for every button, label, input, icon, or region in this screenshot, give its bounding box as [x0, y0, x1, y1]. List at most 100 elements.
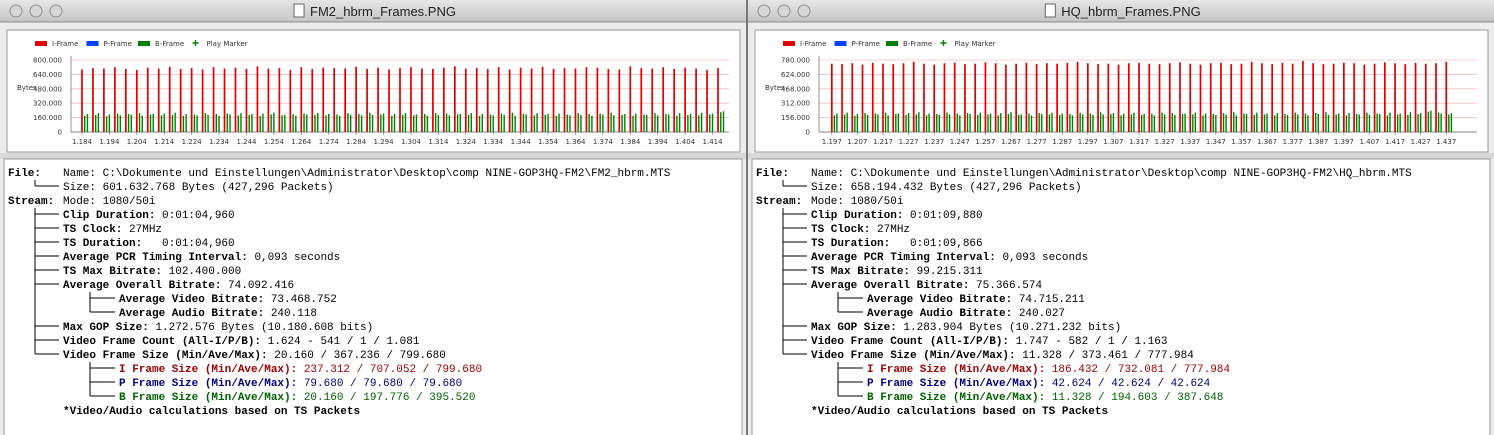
bar [555, 115, 557, 132]
info-row: Average Video Bitrate: 73.468.752 [119, 294, 337, 306]
bar [1099, 112, 1102, 132]
bar [127, 114, 130, 132]
window-button[interactable] [9, 4, 23, 18]
x-tick-label: 1.384 [620, 138, 641, 146]
bar [994, 63, 997, 132]
bar [303, 113, 305, 132]
bar [1151, 113, 1153, 132]
bar [97, 113, 100, 132]
window-button[interactable] [797, 4, 811, 18]
bar [1079, 112, 1081, 132]
bar [448, 115, 451, 132]
bar [1383, 62, 1386, 132]
x-tick-label: 1.367 [1257, 138, 1277, 146]
bar [1256, 112, 1258, 132]
bar [1286, 114, 1289, 132]
bar [103, 68, 105, 132]
bar [464, 68, 467, 132]
info-label: I Frame Size (Min/Ave/Max): [119, 364, 297, 376]
bar [92, 68, 94, 132]
bar [698, 115, 700, 132]
bar [124, 69, 127, 132]
info-value: 0:01:09,866 [897, 238, 983, 250]
bar [445, 113, 448, 132]
bar [1243, 113, 1245, 132]
bar [861, 64, 864, 132]
bar [1424, 63, 1427, 132]
info-value: C:\Dokumente und Einstellungen\Administr… [103, 168, 671, 180]
x-tick-label: 1.214 [154, 138, 175, 146]
info-row: Average PCR Timing Interval: 0,093 second… [811, 252, 1088, 264]
window-button[interactable] [757, 4, 771, 18]
bar [1051, 112, 1053, 132]
bar [566, 114, 568, 132]
info-row: I Frame Size (Min/Ave/Max): 237.312 / 707… [119, 364, 482, 376]
bar [141, 115, 143, 132]
info-row: Clip Duration: 0:01:09,880 [811, 210, 983, 222]
bar [1007, 114, 1010, 132]
info-row: *Video/Audio calculations based on TS Pa… [811, 406, 1108, 418]
bar [459, 114, 462, 132]
info-label: Average Overall Bitrate: [811, 280, 969, 292]
x-tick-label: 1.327 [1155, 138, 1175, 146]
info-label: I Frame Size (Min/Ave/Max): [867, 364, 1045, 376]
window-button[interactable] [29, 4, 43, 18]
x-tick-label: 1.404 [675, 138, 696, 146]
bar [1304, 113, 1307, 132]
bar [108, 114, 111, 132]
bar [1092, 114, 1094, 132]
info-value: 102.400.000 [169, 266, 242, 278]
bar [116, 113, 119, 132]
bar [966, 113, 969, 132]
info-value: 20.160 / 367.236 / 799.680 [274, 350, 446, 362]
bar [662, 67, 665, 132]
bar [1122, 113, 1125, 132]
bar [317, 113, 319, 132]
bar [856, 114, 859, 132]
info-label: TS Clock: [63, 224, 122, 236]
info-label: Name: [63, 168, 96, 180]
bar [1263, 114, 1266, 132]
x-tick-label: 1.277 [1027, 138, 1047, 146]
bar [1061, 113, 1063, 132]
legend-swatch [886, 41, 898, 46]
info-label: *Video/Audio calculations based on TS Pa… [811, 406, 1108, 418]
bar [185, 114, 187, 132]
bar [925, 115, 928, 132]
document-icon [1044, 3, 1056, 18]
x-tick-label: 1.397 [1334, 138, 1354, 146]
y-axis-label: Bytes [765, 84, 785, 92]
info-row: Average Overall Bitrate: 75.366.574 [811, 280, 1042, 292]
info-row: Video Frame Count (All-I/P/B): 1.747 - 58… [811, 336, 1167, 348]
info-label: Average Audio Bitrate: [119, 308, 264, 320]
bar [314, 114, 316, 132]
bar [866, 114, 869, 132]
tree-prefix: Stream: [8, 196, 54, 208]
bar [618, 69, 621, 132]
bar [836, 113, 838, 132]
bar [1427, 111, 1430, 132]
bar [1153, 115, 1156, 132]
bar [1358, 114, 1360, 132]
window-button[interactable] [777, 4, 791, 18]
bar [1419, 113, 1422, 132]
bar [989, 113, 992, 132]
legend-marker [940, 40, 947, 46]
bar [369, 112, 371, 132]
bar [997, 115, 999, 132]
y-tick-label: 468.000 [781, 85, 810, 93]
bar [1130, 114, 1133, 132]
bar [349, 114, 352, 132]
info-row: Max GOP Size: 1.283.904 Bytes (10.271.232… [811, 322, 1121, 334]
x-tick-label: 1.357 [1231, 138, 1251, 146]
bar [377, 67, 379, 132]
info-value: 240.118 [271, 308, 317, 320]
info-label: Average PCR Timing Interval: [811, 252, 996, 264]
window-button[interactable] [49, 4, 63, 18]
x-tick-label: 1.234 [209, 138, 230, 146]
bar [1035, 64, 1038, 132]
info-row: Video Frame Size (Min/Ave/Max): 11.328 / … [811, 350, 1194, 362]
bar [1373, 63, 1376, 132]
bar [667, 114, 670, 132]
bar [1409, 112, 1412, 132]
